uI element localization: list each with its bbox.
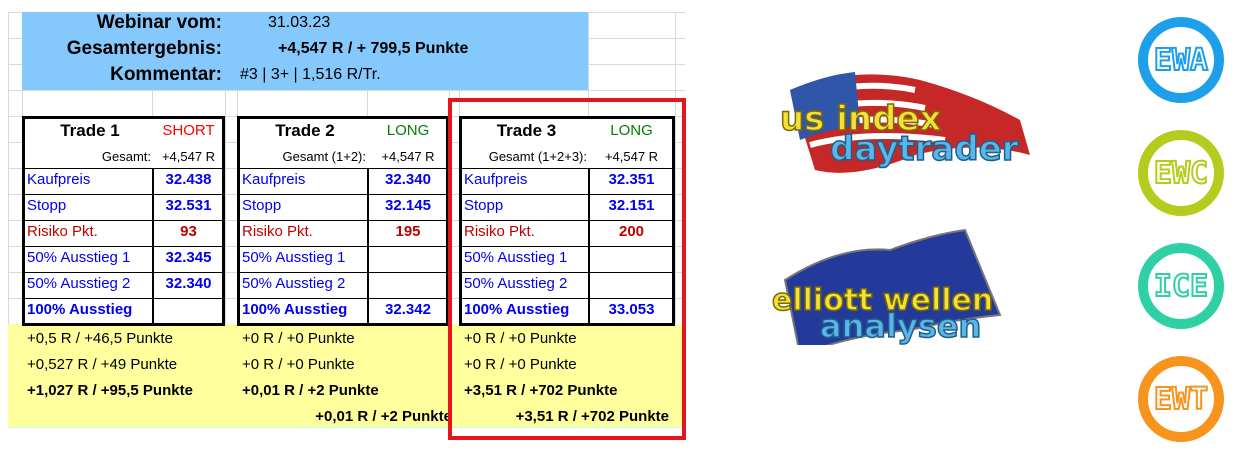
row-value xyxy=(370,246,446,272)
result-line: +0 R / +0 Punkte xyxy=(242,330,355,347)
total-label: Gesamt (1+2): xyxy=(282,149,366,164)
results-area xyxy=(8,324,685,428)
row-label: Risiko Pkt. xyxy=(242,223,313,240)
total-label: Gesamt: xyxy=(101,149,151,164)
row-value: 32.342 xyxy=(385,301,431,318)
row-value: 32.345 xyxy=(165,249,212,266)
highlight-box xyxy=(448,98,686,440)
total-value: +4,547 R xyxy=(161,149,216,164)
row-value: 32.438 xyxy=(165,171,212,188)
cumulative-result: +0,01 R / +2 Punkte xyxy=(315,408,452,425)
row-value: 32.145 xyxy=(385,197,431,214)
row-label: Kaufpreis xyxy=(464,171,528,188)
result-line: +0 R / +0 Punkte xyxy=(464,356,577,373)
row-label: 100% Ausstieg xyxy=(27,301,133,318)
result-line: +0 R / +0 Punkte xyxy=(242,356,355,373)
svg-text:elliott wellen: elliott wellen xyxy=(772,283,993,318)
row-value xyxy=(370,272,446,298)
row-label: 100% Ausstieg xyxy=(242,301,348,318)
trade-direction: SHORT xyxy=(162,122,215,139)
trade-direction: LONG xyxy=(386,122,430,139)
badge-ewc: EWC xyxy=(1138,130,1224,216)
row-label: Stopp xyxy=(27,197,67,214)
webinar-date: 31.03.23 xyxy=(268,14,331,31)
result-label: Gesamtergebnis: xyxy=(66,38,222,59)
trade-table: Trade 1 SHORT Gesamt: +4,547 R Kaufpreis 32.4… xyxy=(22,116,225,326)
result-line: +3,51 R / +702 Punkte xyxy=(464,382,618,399)
trade-title: Trade 1 xyxy=(60,121,120,140)
row-label: 50% Ausstieg 2 xyxy=(242,275,346,292)
row-label: 50% Ausstieg 1 xyxy=(464,249,568,266)
row-label: Kaufpreis xyxy=(27,171,91,188)
result-line: +0,527 R / +49 Punkte xyxy=(27,356,178,373)
result-line: +0,01 R / +2 Punkte xyxy=(242,382,379,399)
total-label: Gesamt (1+2+3): xyxy=(488,149,587,164)
total-value: +4,547 R xyxy=(604,149,659,164)
row-label: Kaufpreis xyxy=(242,171,306,188)
badge-ewa: EWA xyxy=(1138,17,1224,103)
comment-label: Kommentar: xyxy=(110,64,222,85)
row-label: Stopp xyxy=(242,197,282,214)
row-label: 100% Ausstieg xyxy=(464,301,570,318)
row-value: 33.053 xyxy=(608,301,655,318)
row-value: 200 xyxy=(618,223,645,240)
row-label: 50% Ausstieg 2 xyxy=(464,275,568,292)
summary-header xyxy=(22,12,588,90)
row-value: 32.531 xyxy=(165,197,212,214)
badge-ewt: EWT xyxy=(1138,356,1224,442)
result-line: +0,5 R / +46,5 Punkte xyxy=(27,330,173,347)
comment-value: #3 | 3+ | 1,516 R/Tr. xyxy=(240,66,381,83)
row-value: 93 xyxy=(180,223,197,240)
webinar-label: Webinar vom: xyxy=(96,12,222,33)
row-label: Risiko Pkt. xyxy=(27,223,98,240)
trade-title: Trade 2 xyxy=(275,121,335,140)
us-index-daytrader-logo: us index daytrader xyxy=(779,72,1030,173)
result-line: +0 R / +0 Punkte xyxy=(464,330,577,347)
svg-text:us index: us index xyxy=(780,99,942,139)
trade-direction: LONG xyxy=(610,122,653,139)
svg-text:analysen: analysen xyxy=(820,307,981,345)
row-value: 195 xyxy=(395,223,421,240)
result-value: +4,547 R / + 799,5 Punkte xyxy=(278,40,469,57)
row-value: 32.151 xyxy=(608,197,655,214)
elliott-wellen-analysen-logo: elliott wellen analysen xyxy=(771,228,1002,345)
result-line: +1,027 R / +95,5 Punkte xyxy=(27,382,193,399)
row-label: 50% Ausstieg 1 xyxy=(242,249,346,266)
cumulative-result: +3,51 R / +702 Punkte xyxy=(515,408,669,425)
row-label: 50% Ausstieg 2 xyxy=(27,275,131,292)
grid-column-line xyxy=(225,12,226,428)
svg-text:daytrader: daytrader xyxy=(830,129,1019,169)
total-value: +4,547 R xyxy=(381,149,435,164)
row-value: 32.340 xyxy=(165,275,212,292)
row-value: 32.351 xyxy=(608,171,655,188)
trade-table: Trade 3 LONG Gesamt (1+2+3): +4,547 R Kaufpr… xyxy=(459,116,675,326)
row-label: 50% Ausstieg 1 xyxy=(27,249,131,266)
row-label: Stopp xyxy=(464,197,504,214)
row-value xyxy=(155,298,222,324)
trade-table: Trade 2 LONG Gesamt (1+2): +4,547 R Kaufprei… xyxy=(237,116,449,326)
row-label: Risiko Pkt. xyxy=(464,223,535,240)
row-value: 32.340 xyxy=(385,171,431,188)
trade-title: Trade 3 xyxy=(496,121,557,140)
badge-ice: ICE xyxy=(1138,243,1224,329)
grid-column-line xyxy=(675,12,676,428)
